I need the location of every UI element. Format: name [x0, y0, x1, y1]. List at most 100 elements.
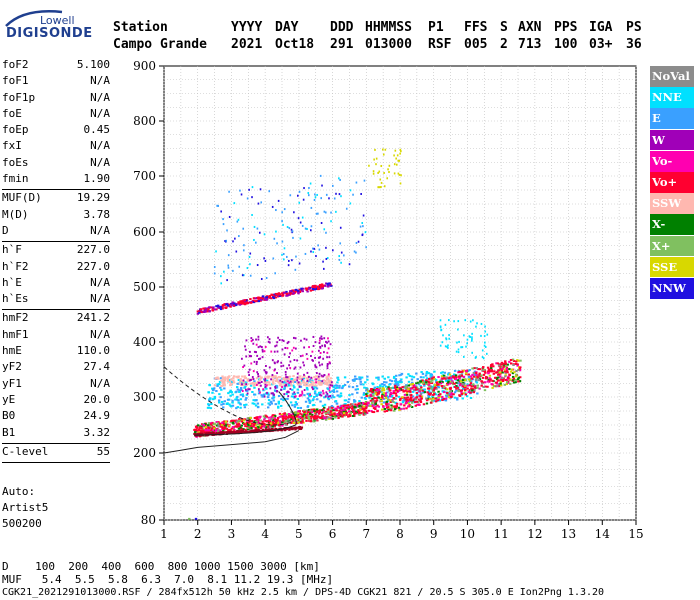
echo-point	[385, 409, 389, 412]
echo-point	[409, 383, 412, 386]
echo-point	[378, 186, 381, 189]
echo-point	[371, 397, 374, 400]
echo-point	[215, 250, 217, 253]
echo-point	[339, 412, 343, 415]
echo-point	[405, 384, 408, 387]
echo-point	[397, 159, 400, 162]
echo-point	[288, 421, 291, 424]
echo-point	[292, 336, 295, 339]
echo-point	[230, 427, 233, 430]
echo-point	[274, 420, 278, 423]
echo-point	[318, 364, 321, 367]
echo-point	[328, 282, 331, 285]
echo-point	[266, 392, 270, 395]
echo-point	[407, 384, 411, 387]
echo-point	[260, 425, 263, 428]
echo-point	[426, 391, 429, 394]
echo-point	[354, 412, 358, 415]
echo-point	[338, 258, 341, 261]
echo-point	[470, 377, 473, 380]
echo-point	[242, 379, 245, 382]
echo-point	[462, 381, 465, 384]
echo-point	[396, 390, 400, 393]
echo-point	[432, 389, 436, 392]
echo-point	[296, 388, 299, 391]
echo-point	[317, 378, 321, 381]
echo-point	[389, 399, 392, 402]
echo-point	[324, 345, 326, 348]
echo-point	[307, 408, 311, 411]
echo-point	[209, 306, 213, 309]
echo-point	[276, 418, 279, 421]
echo-point	[272, 392, 274, 395]
echo-point	[464, 378, 467, 381]
echo-point	[317, 382, 321, 385]
echo-point	[246, 430, 249, 433]
echo-point	[370, 388, 373, 391]
echo-point	[384, 392, 388, 395]
echo-point	[220, 282, 223, 285]
echo-point	[383, 383, 386, 386]
echo-point	[267, 406, 270, 409]
echo-point	[293, 367, 296, 370]
echo-point	[425, 377, 429, 380]
echo-point	[402, 399, 405, 402]
echo-point	[515, 373, 518, 376]
echo-point	[249, 384, 253, 387]
param-row: h`E N/A	[2, 276, 110, 292]
echo-point	[306, 227, 308, 230]
echo-point	[213, 427, 216, 430]
echo-point	[462, 383, 466, 386]
echo-point	[398, 386, 401, 389]
echo-point	[496, 362, 500, 365]
param-row: hmF1 N/A	[2, 328, 110, 344]
echo-point	[231, 381, 234, 384]
echo-point	[266, 336, 269, 339]
echo-point	[444, 397, 448, 400]
echo-point	[266, 295, 269, 298]
echo-point	[393, 406, 397, 409]
echo-point	[380, 165, 383, 168]
echo-point	[248, 188, 250, 191]
echo-point	[223, 379, 227, 382]
echo-point	[254, 300, 257, 303]
echo-point	[442, 397, 446, 400]
echo-point	[459, 380, 463, 383]
echo-point	[309, 417, 313, 420]
echo-point	[425, 372, 428, 375]
echo-point	[392, 376, 396, 379]
echo-point	[318, 342, 321, 345]
echo-point	[215, 421, 218, 424]
echo-point	[273, 237, 276, 240]
echo-point	[219, 425, 223, 428]
echo-point	[309, 409, 312, 412]
echo-point	[281, 339, 284, 342]
echo-point	[325, 246, 327, 249]
echo-point	[328, 361, 331, 364]
echo-point	[226, 378, 230, 381]
y-tick-label: 300	[133, 390, 156, 404]
echo-point	[295, 288, 298, 291]
echo-point	[372, 403, 376, 406]
echo-point	[340, 195, 342, 198]
echo-point	[243, 376, 247, 379]
param-row: yF2 27.4	[2, 360, 110, 376]
echo-point	[290, 228, 293, 231]
echo-point	[261, 420, 264, 423]
echo-point	[287, 419, 290, 422]
x-tick-label: 6	[329, 527, 337, 541]
echo-point	[283, 420, 286, 423]
echo-point	[236, 430, 239, 433]
echo-point	[312, 344, 315, 347]
echo-point	[496, 385, 499, 388]
echo-point	[280, 294, 283, 297]
echo-point	[330, 405, 334, 408]
echo-point	[319, 393, 321, 396]
echo-point	[265, 379, 269, 382]
echo-point	[253, 350, 256, 353]
header-label-2: DAY	[275, 20, 299, 35]
echo-point	[213, 266, 216, 269]
echo-point	[414, 388, 418, 391]
echo-point	[315, 418, 319, 421]
